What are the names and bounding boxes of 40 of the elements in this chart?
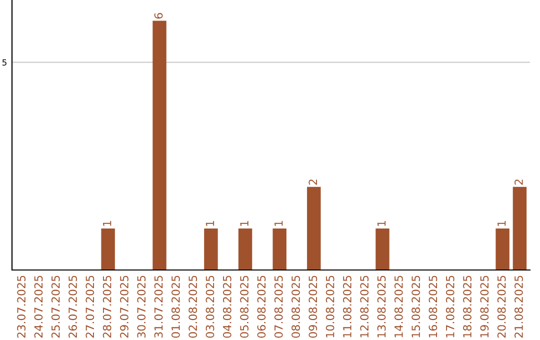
x-tick-label: 07.08.2025 [274, 276, 283, 338]
x-tick-label: 08.08.2025 [292, 276, 300, 338]
x-tick-label: 03.08.2025 [206, 276, 214, 338]
x-tick-label: 30.07.2025 [137, 276, 146, 338]
x-tick-label: 18.08.2025 [463, 276, 472, 338]
x-tick-label: 25.07.2025 [51, 276, 60, 338]
x-tick-label: 01.08.2025 [171, 276, 180, 338]
y-tick-label: 5 [2, 59, 6, 66]
x-tick-label: 15.08.2025 [412, 276, 420, 338]
x-tick-label: 28.07.2025 [102, 276, 112, 338]
data-label: 1 [274, 221, 283, 226]
x-tick-label: 17.08.2025 [446, 276, 454, 338]
data-label: 1 [498, 221, 506, 226]
data-label: 2 [514, 180, 523, 185]
data-label: 1 [206, 221, 214, 226]
x-tick-label: 05.08.2025 [240, 276, 248, 338]
x-tick-label: 27.07.2025 [86, 276, 94, 338]
data-label: 1 [377, 221, 386, 226]
x-tick-label: 29.07.2025 [120, 276, 128, 338]
x-tick-label: 13.08.2025 [377, 276, 386, 338]
x-tick-label: 19.08.2025 [480, 276, 489, 338]
x-tick-label: 24.07.2025 [34, 276, 43, 338]
x-tick-label: 11.08.2025 [343, 276, 352, 338]
data-label: 1 [103, 221, 112, 226]
x-tick-label: 21.08.2025 [514, 276, 523, 338]
x-tick-label: 26.07.2025 [68, 276, 77, 338]
x-tick-label: 16.08.2025 [428, 276, 438, 338]
x-tick-label: 06.08.2025 [257, 276, 266, 338]
data-label: 1 [240, 221, 248, 226]
x-tick-label: 20.08.2025 [497, 276, 506, 338]
x-tick-label: 02.08.2025 [188, 276, 198, 338]
x-tick-label: 23.07.2025 [17, 276, 26, 338]
x-tick-label: 31.07.2025 [154, 276, 163, 338]
x-tick-label: 14.08.2025 [394, 276, 403, 338]
x-tick-label: 12.08.2025 [360, 276, 369, 338]
x-tick-label: 09.08.2025 [308, 276, 318, 338]
x-tick-label: 04.08.2025 [222, 276, 232, 338]
data-label: 2 [308, 180, 317, 185]
x-tick-label: 10.08.2025 [326, 276, 334, 338]
data-label: 6 [154, 13, 163, 19]
